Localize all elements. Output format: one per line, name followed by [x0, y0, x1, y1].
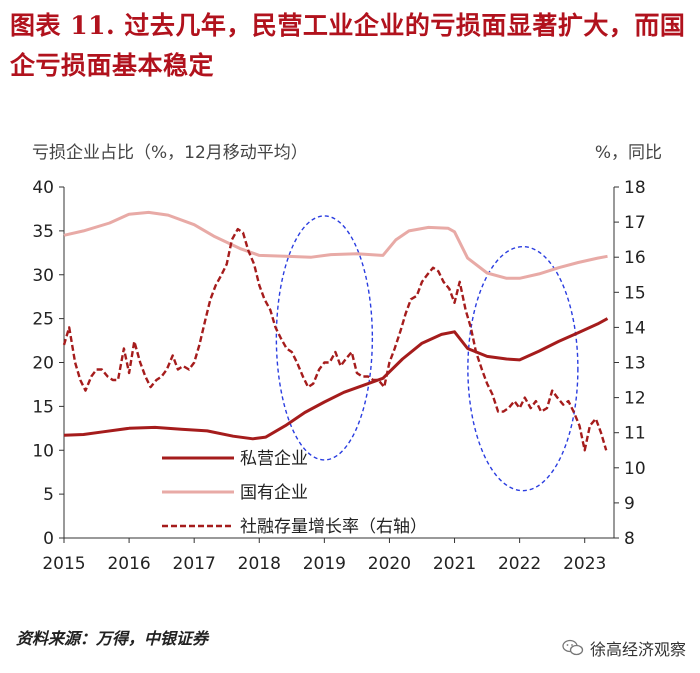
right-tick-label: 12	[624, 389, 646, 409]
right-tick-label: 10	[624, 459, 646, 479]
left-tick-label: 20	[32, 354, 54, 374]
x-tick-label: 2017	[173, 554, 216, 574]
left-tick-label: 40	[32, 178, 54, 198]
wechat-icon	[562, 639, 584, 656]
x-tick-label: 2020	[368, 554, 411, 574]
legend-label-3: 社融存量增长率（右轴）	[240, 517, 427, 537]
x-tick-label: 2019	[303, 554, 346, 574]
watermark-text: 徐高经济观察	[589, 640, 686, 659]
right-tick-label: 11	[624, 424, 646, 444]
right-tick-label: 16	[624, 248, 646, 268]
left-tick-label: 35	[32, 222, 54, 242]
right-tick-label: 8	[624, 529, 635, 549]
series-line-3	[62, 227, 608, 452]
right-tick-label: 18	[624, 178, 646, 198]
x-tick-label: 2021	[433, 554, 476, 574]
left-tick-label: 5	[43, 485, 54, 505]
highlight-ellipse-2021-2023	[467, 245, 579, 492]
x-tick-label: 2016	[107, 554, 150, 574]
right-tick-label: 14	[624, 318, 646, 338]
right-tick-label: 17	[624, 213, 646, 233]
x-tick-label: 2022	[498, 554, 541, 574]
right-tick-label: 13	[624, 354, 646, 374]
x-tick-label: 2023	[563, 554, 606, 574]
left-axis-unit-label: 亏损企业占比（%，12月移动平均）	[32, 143, 308, 163]
left-tick-label: 15	[32, 397, 54, 417]
legend-label-2: 国有企业	[240, 483, 308, 503]
source-note: 资料来源：万得，中银证券	[16, 629, 209, 648]
left-tick-label: 10	[32, 441, 54, 461]
right-tick-label: 9	[624, 494, 635, 514]
x-tick-label: 2015	[42, 554, 85, 574]
left-tick-label: 25	[32, 310, 54, 330]
series-line-1	[63, 317, 609, 441]
legend-label-1: 私营企业	[240, 449, 308, 469]
left-tick-label: 0	[43, 529, 54, 549]
chart-title: 图表 11. 过去几年，民营工业企业的亏损面显著扩大，而国企亏损面基本稳定	[10, 11, 686, 80]
right-tick-label: 15	[624, 283, 646, 303]
series-line-2	[63, 210, 608, 280]
x-tick-label: 2018	[238, 554, 281, 574]
right-axis-unit-label: %，同比	[594, 143, 662, 163]
left-tick-label: 30	[32, 266, 54, 286]
watermark: 徐高经济观察	[562, 636, 686, 660]
highlight-ellipse-2018-2019	[275, 215, 374, 461]
